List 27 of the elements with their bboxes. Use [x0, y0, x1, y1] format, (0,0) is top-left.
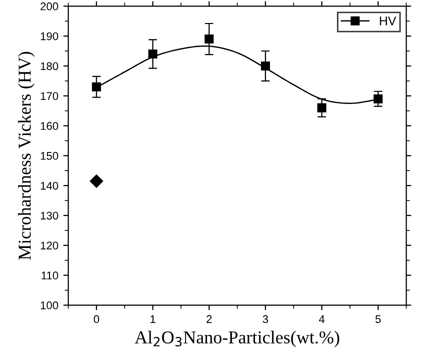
y-tick-label: 130	[40, 212, 58, 220]
y-tick-label: 150	[40, 152, 58, 160]
y-tick-label: 120	[40, 242, 58, 250]
x-tick-label: 5	[375, 315, 381, 324]
y-tick-label: 160	[40, 122, 58, 130]
point	[374, 94, 383, 104]
y-axis-title: Microhardness Vickers (HV)	[18, 52, 34, 260]
y-tick-label: 200	[40, 2, 58, 10]
y-tick-label: 110	[42, 272, 58, 280]
x-tick-label: 0	[94, 315, 100, 324]
point	[204, 34, 214, 44]
x-tick-label: 3	[262, 315, 268, 324]
y-tick-label: 180	[40, 62, 58, 70]
point	[317, 103, 326, 112]
y-tick-label: 170	[40, 92, 58, 100]
y-tick-label: 190	[40, 32, 58, 40]
y-tick-label: 140	[40, 182, 58, 190]
x-tick-label: 1	[150, 315, 156, 323]
point	[92, 82, 101, 92]
point	[90, 174, 104, 188]
point	[148, 49, 158, 59]
y-tick-label: 100	[40, 301, 58, 310]
x-tick-label: 4	[318, 315, 325, 323]
legend-label: HV	[380, 16, 396, 26]
x-axis-title: Al$_{2}$O$_{3}$Nano-Particles(wt.%)	[134, 330, 340, 348]
x-tick-label: 2	[206, 315, 212, 323]
point	[260, 61, 270, 70]
